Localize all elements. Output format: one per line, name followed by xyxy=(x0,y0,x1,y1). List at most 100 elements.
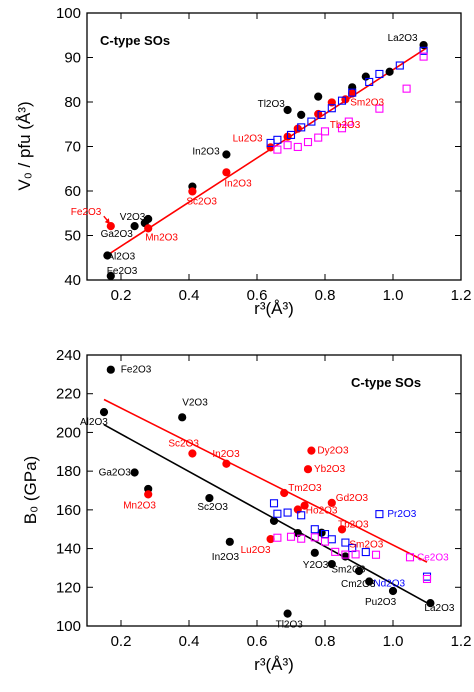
annotation-label: Mn2O3 xyxy=(145,232,178,243)
annotation-label: Al2O3 xyxy=(107,252,135,263)
y-tick-label: 240 xyxy=(56,347,81,364)
black-circle-point xyxy=(388,586,398,596)
red-circle-point xyxy=(222,459,231,468)
annotation-label: Tl2O3 xyxy=(276,620,304,631)
x-tick-label: 0.4 xyxy=(179,633,200,650)
magenta-square-point xyxy=(310,533,319,542)
red-circle-point xyxy=(303,465,313,474)
x-tick-label: 0.2 xyxy=(111,633,132,650)
blue-square-point xyxy=(327,535,336,544)
annotation-label: Sc2O3 xyxy=(186,196,217,207)
blue-square-point xyxy=(273,135,282,144)
bulk-modulus-chart: C-type SOs r³(Å³) B₀ (GPa) 0.2 0.4 0.6 0.8 1… xyxy=(21,347,471,674)
annotation-label: Pr2O3 xyxy=(387,509,416,520)
black-circle-point xyxy=(297,110,306,120)
blue-square-point xyxy=(341,538,350,547)
volume-chart-title: C-type SOs xyxy=(100,33,170,48)
red-circle-point xyxy=(327,498,336,507)
black-circle-point xyxy=(341,552,350,561)
x-tick-label: 0.6 xyxy=(247,633,268,650)
annotation-label: Sm2O3 xyxy=(350,98,384,109)
blue-square-point xyxy=(317,110,326,119)
blue-square-point xyxy=(286,130,296,139)
bulk-modulus-y-axis-label: B₀ (GPa) xyxy=(21,456,40,524)
magenta-square-point xyxy=(375,104,384,113)
annotation-label: Mn2O3 xyxy=(123,500,156,511)
black-circle-point xyxy=(327,559,336,569)
blue-square-point xyxy=(375,510,384,519)
blue-square-point xyxy=(419,46,428,55)
black-circle-point xyxy=(283,609,292,618)
x-tick-label: 0.2 xyxy=(111,287,132,304)
black-circle-point xyxy=(365,577,374,586)
magenta-square-point xyxy=(341,550,350,559)
red-circle-point xyxy=(222,168,231,177)
magenta-square-point xyxy=(402,84,411,93)
annotation-label: Ga2O3 xyxy=(101,229,134,240)
black-fit-line xyxy=(103,423,428,604)
volume-y-axis-label: V₀ / pfu (Å³) xyxy=(15,101,34,190)
annotation-label: Cm2O3 xyxy=(341,579,376,590)
red-fit-line xyxy=(103,47,428,258)
black-circle-point xyxy=(269,516,279,525)
x-tick-label: 0.8 xyxy=(315,633,336,650)
y-tick-label: 70 xyxy=(64,139,81,156)
black-circle-point xyxy=(103,251,112,260)
x-tick-label: 0.8 xyxy=(315,287,336,304)
black-circle-point xyxy=(178,413,187,422)
red-circle-point xyxy=(144,490,153,499)
blue-square-point xyxy=(422,572,432,581)
annotation-label: Lu2O3 xyxy=(233,133,263,144)
black-circle-point xyxy=(130,468,139,477)
red-circle-point xyxy=(307,446,316,455)
black-circle-point xyxy=(385,67,394,76)
bulk-modulus-data-points xyxy=(99,365,435,618)
annotation-label: Fe2O3 xyxy=(107,266,138,277)
red-circle-point xyxy=(266,534,275,544)
annotation-label: Sc2O3 xyxy=(197,502,228,513)
x-tick-label: 1.0 xyxy=(383,287,404,304)
y-tick-label: 160 xyxy=(56,502,81,519)
x-tick-label: 1.0 xyxy=(383,633,404,650)
black-circle-point xyxy=(426,599,435,608)
annotation-label: Ce2O3 xyxy=(417,552,449,563)
black-circle-point xyxy=(310,548,319,557)
annotation-label: V2O3 xyxy=(182,397,208,408)
annotation-label: Fe2O3 xyxy=(71,207,102,218)
black-circle-point xyxy=(314,92,323,101)
annotation-label: In2O3 xyxy=(212,449,240,460)
blue-square-point xyxy=(327,104,336,113)
annotation-label: Al2O3 xyxy=(80,417,108,428)
magenta-square-point xyxy=(344,117,353,126)
annotation-label: In2O3 xyxy=(224,178,252,189)
bulk-modulus-plot-frame xyxy=(86,354,462,627)
blue-square-point xyxy=(307,117,316,126)
annotation-label: La2O3 xyxy=(424,603,454,614)
magenta-square-point xyxy=(422,574,432,584)
annotation-label: Sc2O3 xyxy=(168,439,199,450)
volume-annotations: La2O3 Tl2O3 Lu2O3 Sm2O3 Tb2O3 In2O3 In2O3 Sc2O3… xyxy=(71,33,418,277)
volume-arrows xyxy=(103,215,110,225)
y-tick-label: 220 xyxy=(56,386,81,403)
magenta-square-point xyxy=(283,141,292,150)
magenta-square-point xyxy=(273,533,282,542)
annotation-label: Lu2O3 xyxy=(241,545,271,556)
y-tick-label: 120 xyxy=(56,579,81,596)
blue-square-point xyxy=(337,96,347,105)
annotation-label: Yb2O3 xyxy=(314,464,346,475)
annotation-label: Sm2O3 xyxy=(349,540,383,551)
magenta-square-point xyxy=(331,547,340,556)
black-circle-point xyxy=(222,150,231,159)
annotation-label: Fe2O3 xyxy=(121,365,152,376)
black-circle-point xyxy=(106,365,115,374)
annotation-label: Tb2O3 xyxy=(338,519,369,530)
blue-square-point xyxy=(297,511,306,520)
annotation-label: V2O3 xyxy=(120,212,146,223)
annotation-label: Y2O3 xyxy=(303,560,329,571)
magenta-square-point xyxy=(286,532,296,541)
magenta-square-point xyxy=(405,553,415,562)
bulk-modulus-chart-title: C-type SOs xyxy=(351,375,421,390)
magenta-square-point xyxy=(314,133,323,142)
red-fit-line xyxy=(103,398,428,563)
